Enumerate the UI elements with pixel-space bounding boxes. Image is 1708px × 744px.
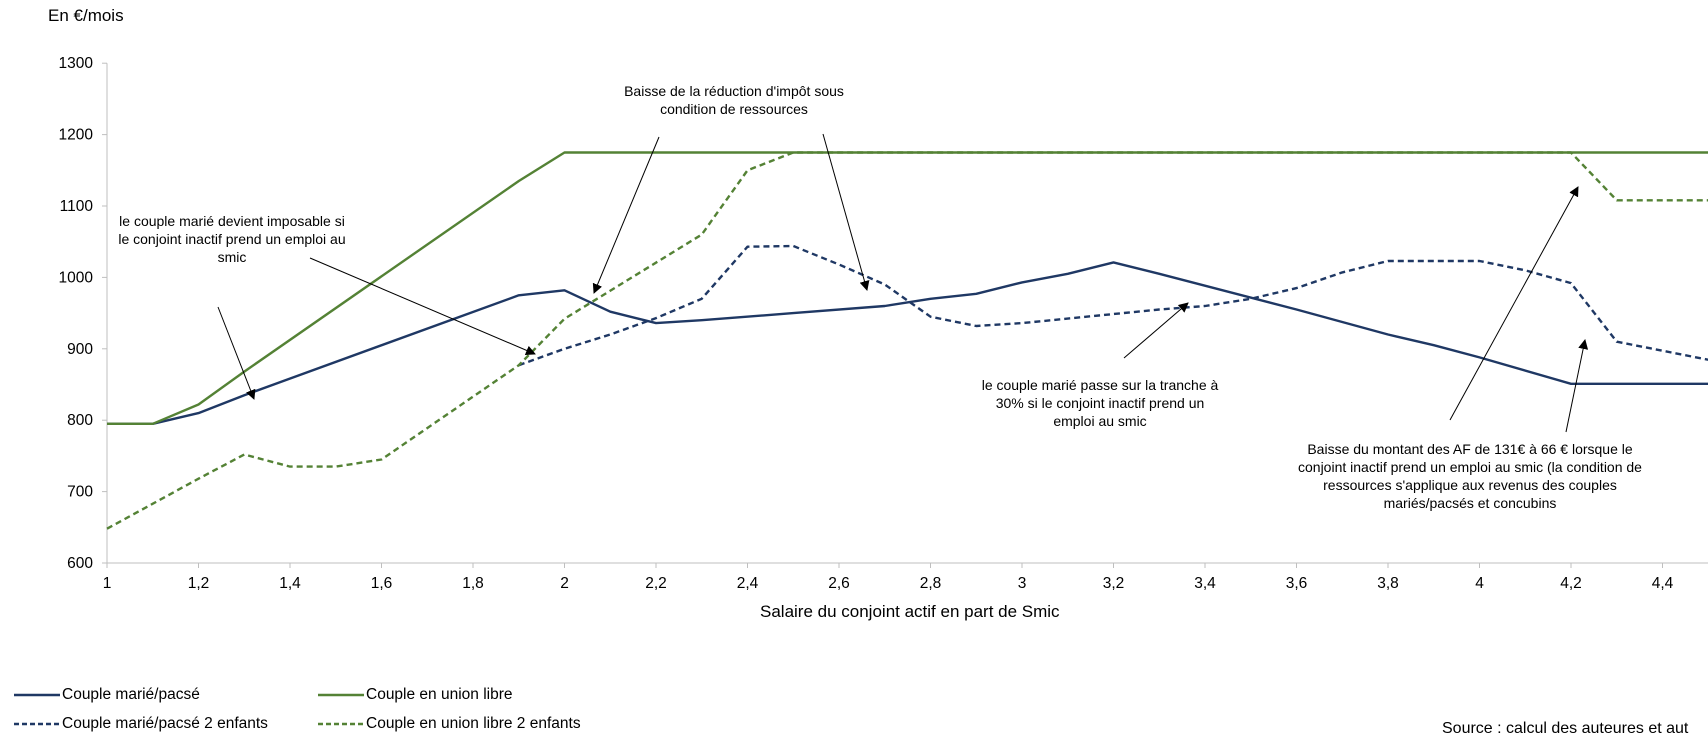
y-tick-label: 1100 <box>60 198 94 215</box>
y-tick-label: 1300 <box>59 55 94 72</box>
arrow-tranche-30 <box>1123 302 1189 359</box>
series-line-4 <box>106 151 1708 530</box>
x-tick-label: 2,6 <box>828 575 850 592</box>
annotation-arrows <box>217 133 1589 433</box>
legend-label: Couple marié/pacsé 2 enfants <box>62 715 268 732</box>
arrow-reduction-2 <box>822 133 870 291</box>
arrow-imposable-2 <box>309 257 536 356</box>
x-tick-label: 4,2 <box>1560 575 1582 592</box>
x-tick-label: 1 <box>103 575 112 592</box>
arrow-af-2 <box>1565 339 1589 433</box>
x-tick-label: 1,6 <box>371 575 393 592</box>
y-axis-unit-label: En €/mois <box>48 6 124 25</box>
y-tick-label: 600 <box>67 555 93 572</box>
x-tick-label: 3,4 <box>1194 575 1216 592</box>
x-tick-label: 2,2 <box>645 575 667 592</box>
y-tick-label: 700 <box>67 484 93 501</box>
legend-item-couple-marie-2-enfants: Couple marié/pacsé 2 enfants <box>14 715 268 733</box>
arrow-reduction-1 <box>592 136 660 294</box>
x-tick-label: 2 <box>560 575 569 592</box>
x-tick-label: 2,4 <box>737 575 759 592</box>
annotation-af: Baisse du montant des AF de 131€ à 66 € … <box>1298 441 1642 511</box>
x-tick-label: 3,2 <box>1103 575 1125 592</box>
annotation-tranche-30: le couple marié passe sur la tranche à 3… <box>981 377 1219 429</box>
y-tick-label: 1000 <box>59 269 94 286</box>
legend-item-union-libre-2-enfants: Couple en union libre 2 enfants <box>318 715 581 733</box>
legend-label: Couple en union libre <box>366 686 513 703</box>
x-tick-label: 3,8 <box>1377 575 1399 592</box>
y-tick-label: 900 <box>67 341 93 358</box>
y-tick-label: 800 <box>67 412 93 429</box>
legend-item-couple-marie: Couple marié/pacsé <box>14 686 200 704</box>
arrow-af-1 <box>1449 186 1579 421</box>
annotation-reduction-impot: Baisse de la réduction d'impôt sous cond… <box>624 83 844 117</box>
legend-swatch <box>14 722 60 726</box>
series-line-2 <box>107 151 1708 425</box>
x-tick-label: 4,4 <box>1652 575 1674 592</box>
x-tick-label: 2,8 <box>920 575 942 592</box>
x-tick-label: 3,6 <box>1286 575 1308 592</box>
legend-label: Couple marié/pacsé <box>62 686 200 703</box>
x-tick-label: 1,8 <box>462 575 484 592</box>
legend-swatch <box>318 693 364 697</box>
source-note: Source : calcul des auteures et aut <box>1442 720 1689 737</box>
legend-item-union-libre: Couple en union libre <box>318 686 513 704</box>
series-lines <box>106 151 1708 530</box>
axes: 600 700 800 900 1000 1100 1200 1300 1 1,2 1,4 1,6 1,… <box>59 55 1708 592</box>
x-tick-label: 1,4 <box>279 575 301 592</box>
legend-swatch <box>14 693 60 697</box>
x-tick-label: 3 <box>1018 575 1027 592</box>
series-line-3 <box>518 244 1708 367</box>
legend-swatch <box>318 722 364 726</box>
y-tick-label: 1200 <box>59 127 94 144</box>
x-tick-label: 4 <box>1475 575 1484 592</box>
legend-label: Couple en union libre 2 enfants <box>366 715 581 732</box>
series-line-1 <box>107 261 1708 425</box>
arrow-imposable-1 <box>217 306 256 400</box>
x-axis-title: Salaire du conjoint actif en part de Smi… <box>760 602 1060 621</box>
x-tick-label: 1,2 <box>188 575 210 592</box>
annotation-imposable: le couple marié devient imposable si le … <box>118 213 346 265</box>
